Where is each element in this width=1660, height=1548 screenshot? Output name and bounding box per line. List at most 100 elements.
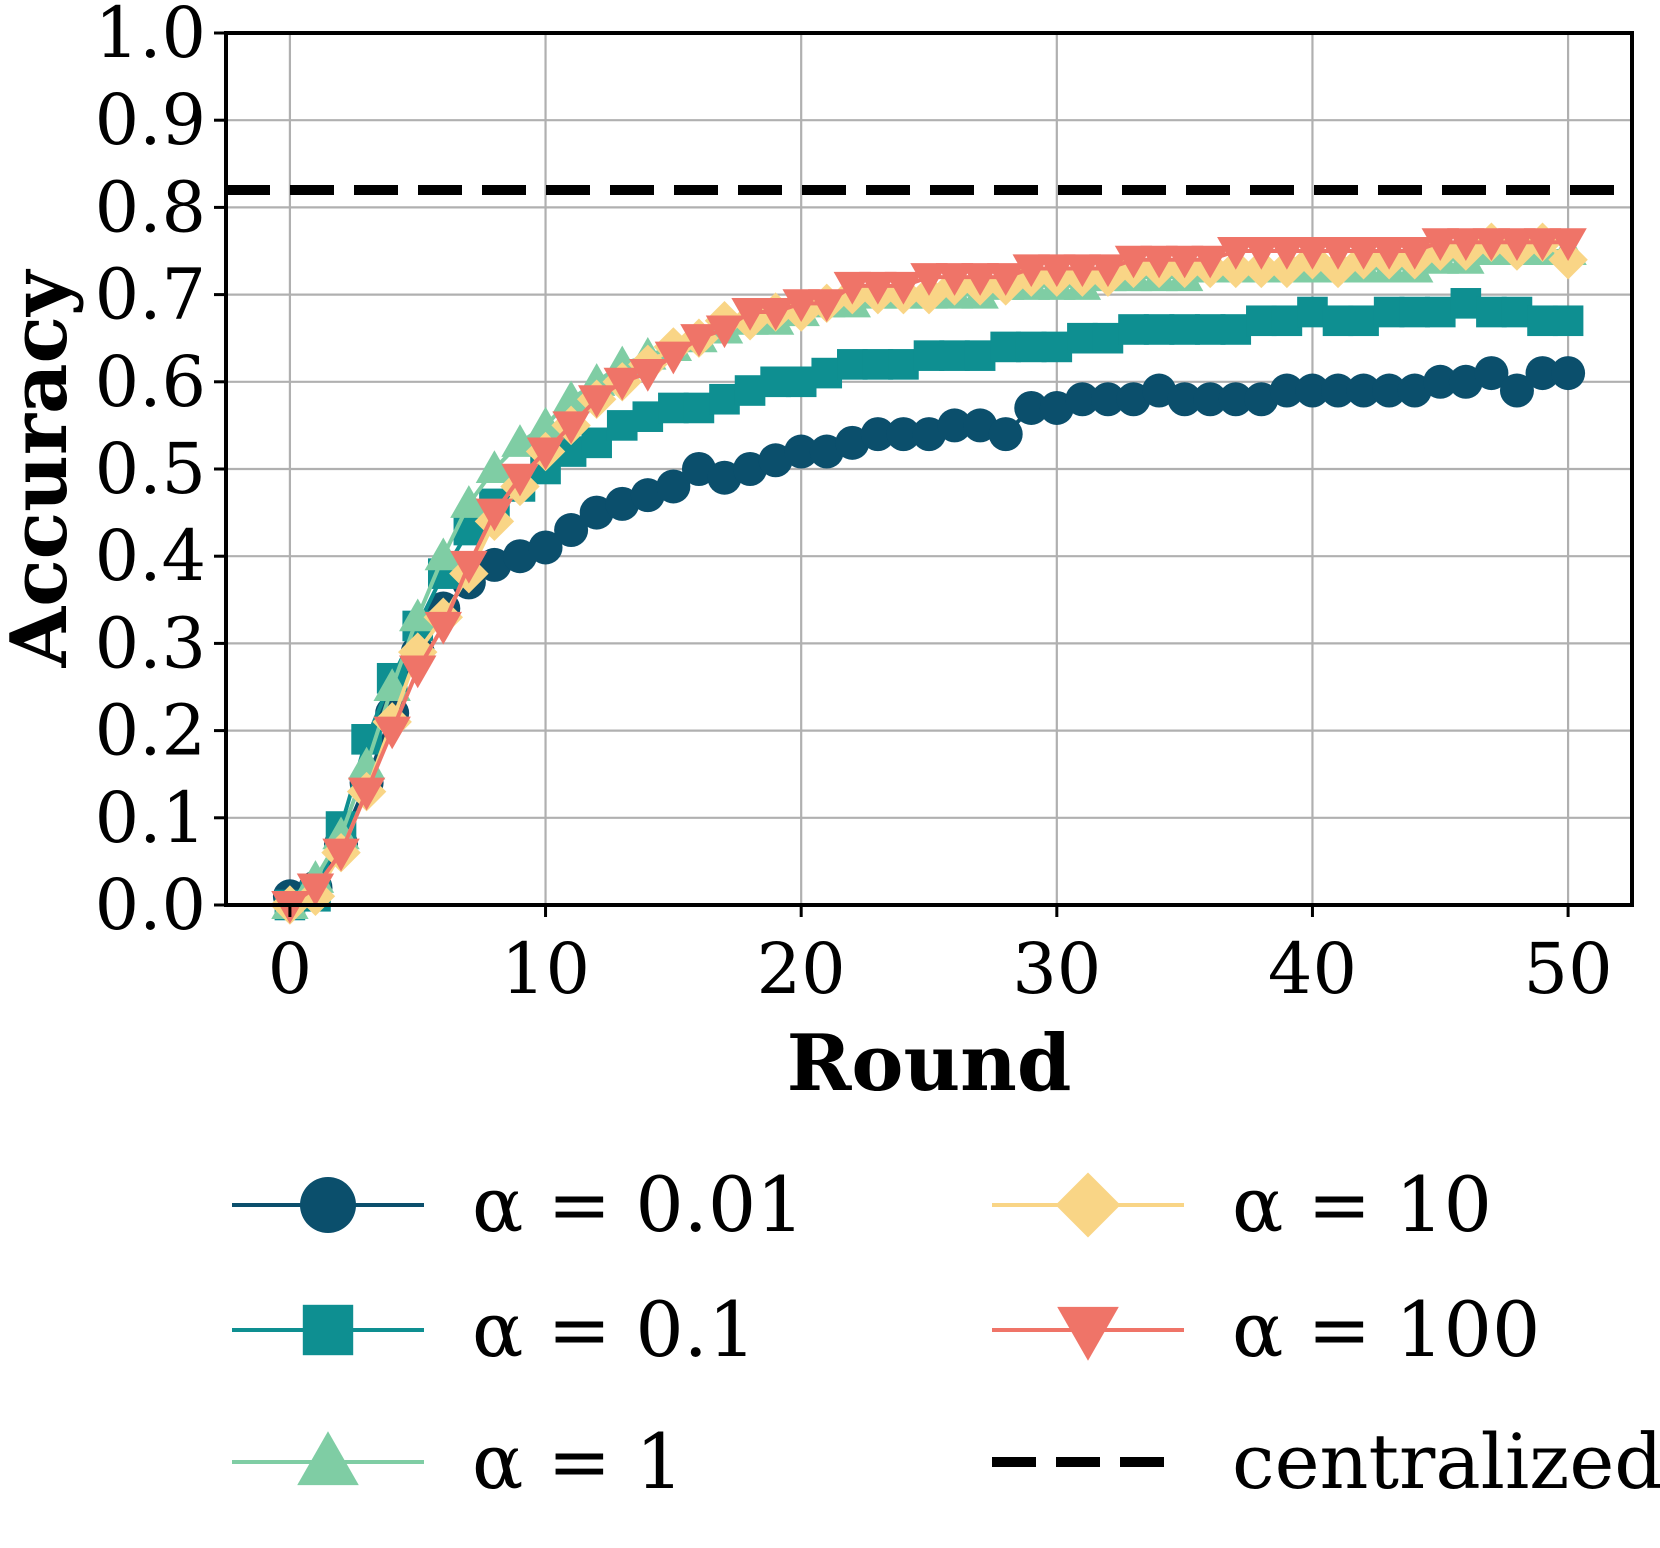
data-point: [654, 341, 693, 375]
data-point: [1450, 288, 1482, 319]
data-point: [1063, 254, 1102, 288]
axis-ticks: 0 10 20 30 40 50 0.00.10.20.30.40.50.60.70.80.…: [95, 0, 1613, 1010]
legend-marker: [297, 1431, 359, 1486]
data-point: [681, 452, 716, 486]
x-tick-label: 0: [268, 928, 313, 1010]
data-point: [1498, 228, 1536, 261]
data-point: [1038, 254, 1076, 288]
data-point: [1218, 382, 1253, 417]
data-point: [1370, 236, 1408, 270]
data-point: [785, 366, 817, 398]
data-point: [399, 598, 437, 632]
data-point: [450, 485, 488, 518]
data-point: [296, 873, 335, 907]
y-tick-label: 0.3: [95, 602, 206, 684]
data-point: [937, 408, 972, 443]
data-point: [1092, 322, 1124, 354]
legend-label: α = 1: [472, 1417, 684, 1506]
data-point: [658, 392, 689, 424]
y-tick-label: 0.8: [95, 166, 206, 248]
data-point: [632, 401, 664, 432]
data-point: [1552, 305, 1584, 337]
data-point: [1421, 228, 1459, 261]
data-point: [1399, 296, 1431, 328]
data-point: [373, 716, 411, 750]
data-point: [935, 263, 974, 296]
data-point: [1167, 382, 1202, 417]
x-tick-label: 20: [757, 928, 846, 1010]
series-4: [271, 228, 1587, 924]
data-point: [1090, 382, 1125, 417]
data-point: [1344, 236, 1383, 270]
data-point: [809, 434, 844, 469]
legend-label: α = 10: [1232, 1160, 1492, 1249]
legend-marker: [300, 1177, 356, 1233]
data-point: [1041, 331, 1073, 363]
data-point: [756, 298, 795, 331]
data-point: [939, 340, 970, 371]
data-point: [833, 271, 872, 305]
data-point: [1346, 373, 1381, 408]
data-point: [450, 550, 488, 584]
data-point: [680, 324, 718, 357]
data-point: [579, 495, 614, 530]
data-point: [605, 486, 640, 521]
legend-item: α = 1: [232, 1417, 684, 1506]
data-point: [1012, 254, 1050, 288]
data-point: [1039, 390, 1074, 425]
data-point: [886, 417, 921, 452]
x-tick-label: 50: [1524, 928, 1613, 1010]
data-point: [552, 411, 590, 445]
data-point: [1140, 245, 1178, 279]
data-point: [884, 271, 923, 305]
data-point: [347, 777, 386, 811]
y-tick-label: 0.9: [95, 79, 206, 161]
legend-item: α = 10: [992, 1160, 1492, 1249]
data-point: [760, 366, 791, 398]
data-point: [683, 392, 715, 424]
data-point: [963, 408, 998, 443]
data-point: [835, 425, 870, 460]
data-point: [1322, 305, 1354, 337]
data-point: [630, 478, 665, 513]
data-point: [424, 611, 462, 645]
data-point: [811, 357, 843, 389]
data-point: [1217, 236, 1255, 270]
data-point: [554, 513, 589, 548]
data-point: [1348, 305, 1379, 337]
data-point: [629, 359, 667, 392]
data-point: [1447, 228, 1485, 261]
data-point: [758, 443, 793, 478]
data-point: [1424, 296, 1456, 328]
data-point: [424, 537, 462, 571]
data-point: [475, 450, 514, 484]
data-point: [986, 263, 1025, 296]
data-point: [964, 340, 996, 371]
data-point: [1523, 228, 1562, 261]
data-point: [606, 410, 638, 441]
legend-marker: [1057, 1306, 1119, 1361]
data-point: [1321, 373, 1356, 408]
data-point: [526, 406, 565, 440]
data-point: [475, 498, 514, 532]
y-tick-label: 1.0: [95, 0, 206, 74]
data-point: [1372, 373, 1407, 408]
data-point: [1116, 382, 1151, 417]
data-point: [1143, 314, 1175, 345]
data-point: [399, 655, 437, 689]
data-point: [1271, 305, 1303, 337]
data-point: [1373, 296, 1405, 328]
legend-item: centralized: [992, 1417, 1660, 1506]
legend-item: α = 100: [992, 1285, 1540, 1374]
data-point: [1246, 305, 1277, 337]
data-point: [784, 434, 819, 469]
data-point: [1472, 228, 1511, 261]
data-point: [707, 460, 742, 495]
data-point: [552, 380, 590, 414]
data-point: [526, 437, 565, 471]
data-point: [1269, 373, 1304, 408]
data-point: [1065, 382, 1100, 417]
data-point: [912, 417, 946, 452]
data-point: [1551, 356, 1586, 391]
